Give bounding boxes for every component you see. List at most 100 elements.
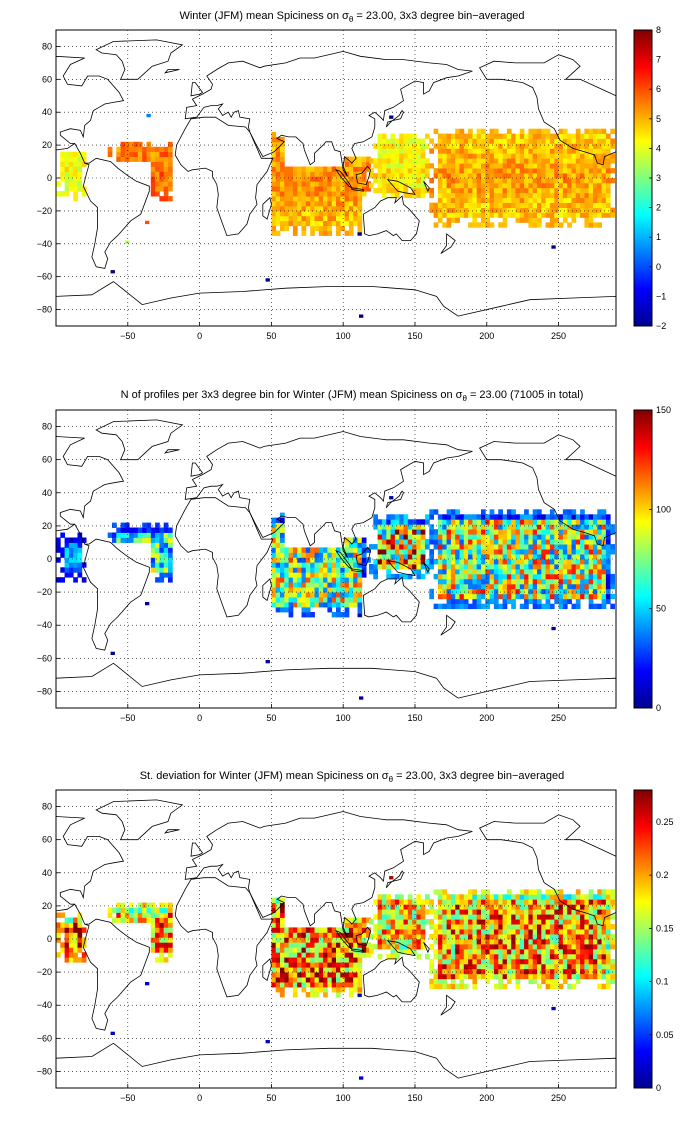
bin-cell: [284, 166, 289, 172]
bin-cell: [446, 178, 452, 184]
bin-cell: [588, 909, 594, 915]
bin-cell: [524, 549, 529, 555]
y-tick-label: −80: [37, 686, 52, 696]
bin-cell: [588, 894, 594, 900]
bin-cell: [580, 153, 585, 159]
bin-cell: [537, 568, 542, 575]
bin-cell: [567, 182, 572, 189]
bin-cell: [301, 186, 307, 192]
bin-cell: [275, 917, 281, 923]
bin-cell: [524, 939, 529, 945]
bin-cell: [323, 937, 328, 943]
bin-cell: [558, 909, 564, 915]
bin-cell: [498, 168, 503, 174]
bin-cell: [318, 220, 324, 227]
bin-cell: [571, 207, 577, 213]
bin-cell: [562, 578, 568, 585]
bin-cell: [567, 153, 572, 159]
bin-cell: [502, 202, 508, 208]
y-tick-label: 60: [42, 835, 52, 845]
bin-cell: [463, 138, 469, 144]
bin-cell: [468, 958, 473, 965]
bin-cell: [481, 559, 486, 565]
bin-cell: [386, 519, 391, 525]
region-4: [429, 509, 615, 610]
bin-cell: [407, 904, 413, 910]
bin-cell: [323, 582, 328, 588]
bin-cell: [549, 924, 555, 930]
bin-cell: [584, 197, 590, 203]
bin-cell: [318, 952, 324, 958]
bin-cell: [455, 192, 460, 199]
bin-cell: [571, 514, 577, 520]
bin-cell: [386, 153, 391, 159]
bin-cell: [485, 973, 490, 980]
bin-cell: [571, 899, 577, 905]
bin-cell: [545, 534, 551, 540]
bin-cell: [297, 181, 302, 187]
bin-cell: [450, 983, 456, 990]
bin-cell: [485, 534, 490, 540]
bin-cell: [605, 919, 611, 925]
bin-cell: [541, 529, 546, 535]
bin-cell: [280, 957, 285, 963]
bin-cell: [442, 894, 447, 900]
bin-cell: [463, 514, 469, 520]
bin-cell: [541, 559, 546, 565]
bin-cell: [163, 196, 169, 202]
bin-cell: [601, 128, 607, 134]
bin-cell: [437, 143, 443, 149]
bin-cell: [468, 519, 473, 525]
bin-cell: [407, 524, 413, 530]
bin-cell: [485, 953, 490, 960]
bin-cell: [64, 161, 70, 167]
bin-cell: [571, 963, 577, 970]
bin-cell: [472, 173, 478, 179]
bin-cell: [545, 178, 551, 184]
bin-cell: [541, 948, 546, 955]
bin-cell: [541, 593, 546, 600]
bin-cell: [545, 983, 551, 990]
bin-cell: [124, 527, 130, 533]
bin-cell: [493, 544, 499, 550]
region-3: [369, 133, 430, 199]
bin-cell: [485, 919, 490, 925]
bin-cell: [348, 186, 354, 192]
bin-cell: [528, 568, 534, 575]
bin-cell: [545, 929, 551, 935]
bin-cell: [340, 927, 345, 933]
bin-cell: [318, 587, 324, 593]
bin-cell: [284, 952, 289, 958]
bin-cell: [442, 133, 447, 139]
bin-cell: [420, 559, 426, 565]
bin-cell: [485, 939, 490, 945]
bin-cell: [506, 202, 512, 208]
bin-cell: [588, 143, 594, 149]
bin-cell: [524, 554, 529, 560]
bin-cell: [601, 578, 607, 585]
bin-cell: [506, 919, 512, 925]
bin-cell: [519, 588, 525, 595]
bin-cell: [506, 948, 512, 955]
bin-cell: [377, 153, 383, 159]
bin-cell: [142, 522, 147, 528]
bin-cell: [361, 191, 367, 197]
bin-cell: [318, 592, 324, 598]
bin-cell: [567, 968, 572, 975]
bin-cell: [554, 578, 559, 585]
bin-cell: [580, 894, 585, 900]
bin-cell: [344, 582, 350, 588]
bin-cell: [390, 544, 396, 550]
bin-cell: [437, 539, 443, 545]
bin-cell: [446, 514, 452, 520]
bin-cell: [524, 944, 529, 950]
bin-cell: [541, 153, 546, 159]
bin-cell: [610, 153, 615, 159]
bin-cell: [292, 927, 298, 933]
bin-cell: [377, 919, 383, 925]
bin-cell: [580, 573, 585, 580]
bin-cell: [502, 182, 508, 189]
bin-cell: [489, 153, 495, 159]
bin-cell: [571, 983, 577, 990]
bin-cell: [463, 524, 469, 530]
